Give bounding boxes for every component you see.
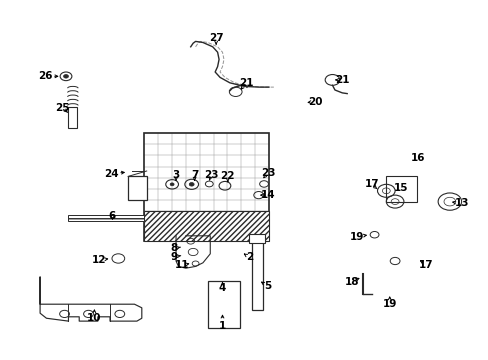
Text: 21: 21 <box>334 75 349 85</box>
Text: 19: 19 <box>349 231 364 242</box>
Bar <box>207 281 239 328</box>
Text: 15: 15 <box>393 183 407 193</box>
Text: 1: 1 <box>219 321 225 331</box>
Text: 12: 12 <box>91 255 106 265</box>
Text: 26: 26 <box>38 71 53 81</box>
Circle shape <box>189 183 194 186</box>
Text: 25: 25 <box>55 103 70 113</box>
Bar <box>68 107 77 128</box>
Bar <box>68 215 144 221</box>
Bar <box>144 211 268 241</box>
Text: 23: 23 <box>203 170 218 180</box>
Text: 6: 6 <box>109 211 116 221</box>
Bar <box>128 176 146 200</box>
Text: 3: 3 <box>172 170 179 180</box>
Text: 9: 9 <box>170 252 177 262</box>
Bar <box>144 133 268 241</box>
Text: 21: 21 <box>238 78 253 88</box>
Text: 22: 22 <box>220 171 235 181</box>
Text: 20: 20 <box>307 96 322 107</box>
Bar <box>251 236 262 310</box>
Text: 16: 16 <box>409 153 424 163</box>
Text: 13: 13 <box>454 198 468 208</box>
Text: 7: 7 <box>190 170 198 180</box>
Text: 24: 24 <box>104 168 119 179</box>
Text: 14: 14 <box>260 190 275 200</box>
Text: 5: 5 <box>264 281 271 291</box>
Text: 23: 23 <box>260 168 275 178</box>
Circle shape <box>63 75 68 78</box>
Text: 4: 4 <box>218 283 226 293</box>
Text: 17: 17 <box>418 260 433 270</box>
Text: 18: 18 <box>344 276 359 287</box>
Text: 2: 2 <box>245 252 252 262</box>
Circle shape <box>170 183 174 186</box>
Text: 27: 27 <box>208 33 223 43</box>
Text: 8: 8 <box>170 243 177 253</box>
Bar <box>386 176 416 202</box>
Text: 11: 11 <box>174 260 189 270</box>
Text: 17: 17 <box>364 179 378 189</box>
Bar <box>249 234 264 243</box>
Text: 10: 10 <box>87 312 102 323</box>
Text: 19: 19 <box>382 299 396 309</box>
